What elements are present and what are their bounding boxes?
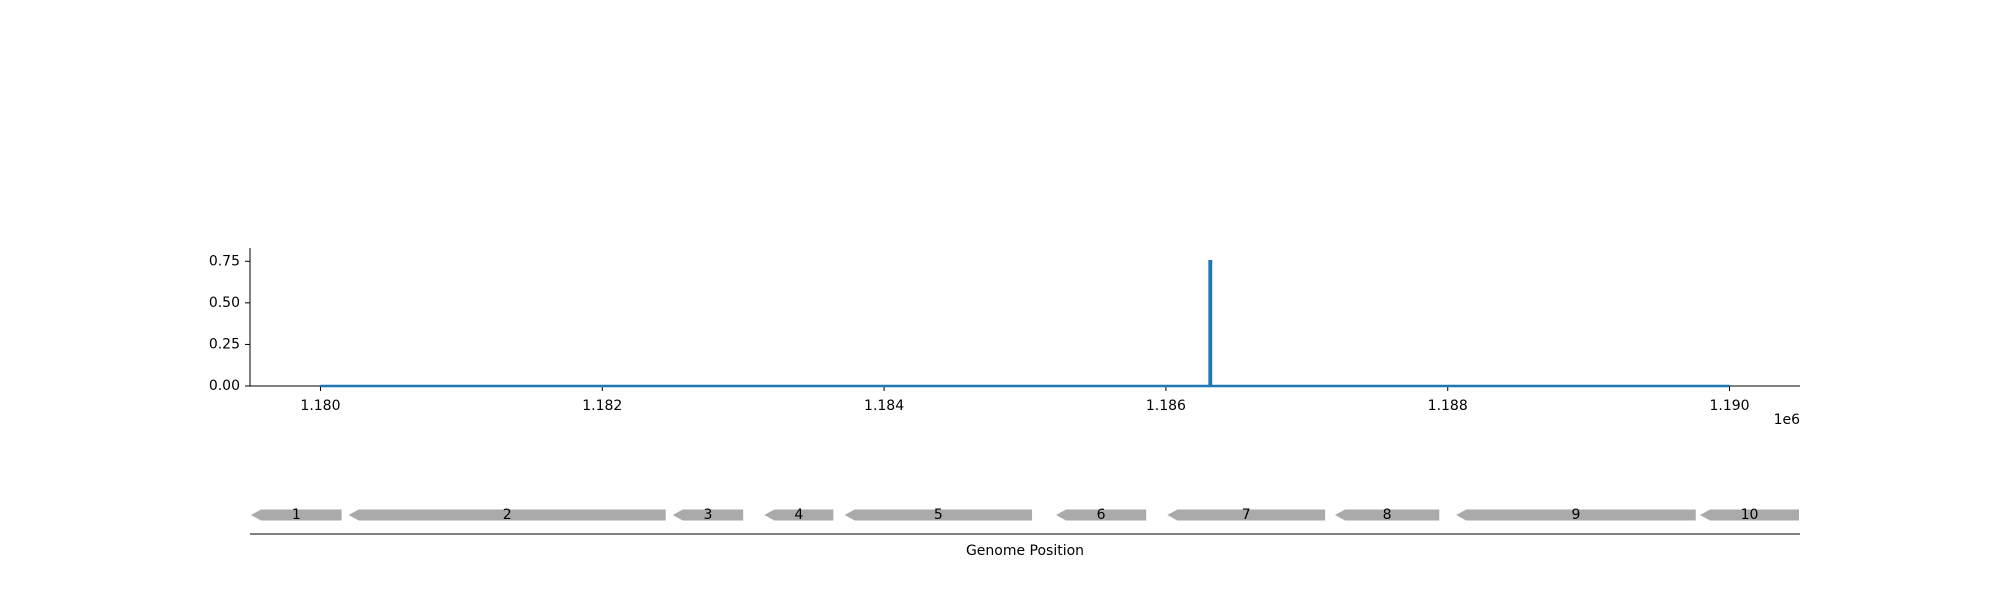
gene-arrow (764, 509, 834, 521)
y-tick-label: 0.50 (209, 295, 240, 311)
x-tick-label: 1.182 (582, 398, 622, 414)
x-tick-label: 1.184 (864, 398, 904, 414)
x-axis-label: Genome Position (966, 543, 1084, 559)
gene-label: 1 (292, 507, 301, 523)
gene-label: 5 (934, 507, 943, 523)
x-tick-label: 1.180 (300, 398, 340, 414)
gene-arrow (1167, 509, 1326, 521)
y-tick-label: 0.75 (209, 253, 240, 269)
y-tick-label: 0.00 (209, 378, 240, 394)
gene-label: 3 (703, 507, 712, 523)
gene-label: 2 (503, 507, 512, 523)
gene-arrow (251, 509, 342, 521)
coverage-plot: 0.000.250.500.75 1.180 1.182 1.184 1.186 1.1… (209, 248, 1800, 428)
y-tick-label: 0.25 (209, 336, 240, 352)
gene-label: 6 (1097, 507, 1106, 523)
gene-label: 10 (1741, 507, 1759, 523)
x-tick-label: 1.186 (1146, 398, 1186, 414)
gene-arrow (844, 509, 1033, 521)
gene-arrow (1335, 509, 1440, 521)
gene-track: 1 2 3 4 5 6 7 8 9 10 Genome Position (250, 507, 1800, 559)
genes-layer: 1 2 3 4 5 6 7 8 9 10 (251, 507, 1799, 523)
coverage-line (320, 260, 1730, 388)
gene-label: 7 (1242, 507, 1251, 523)
gene-arrow (1699, 509, 1799, 521)
gene-label: 9 (1571, 507, 1580, 523)
x-tick-label: 1.190 (1709, 398, 1749, 414)
x-tick-label: 1.188 (1428, 398, 1468, 414)
x-ticks: 1.180 1.182 1.184 1.186 1.188 1.190 (300, 386, 1750, 414)
gene-arrow (672, 509, 744, 521)
gene-label: 4 (794, 507, 803, 523)
x-axis-offset-label: 1e6 (1774, 412, 1801, 428)
gene-arrow (1456, 509, 1696, 521)
series-layer (320, 260, 1730, 388)
y-ticks: 0.00 0.25 0.50 0.75 (209, 253, 250, 394)
gene-label: 8 (1383, 507, 1392, 523)
gene-arrow (348, 509, 666, 521)
gene-arrow (1056, 509, 1147, 521)
